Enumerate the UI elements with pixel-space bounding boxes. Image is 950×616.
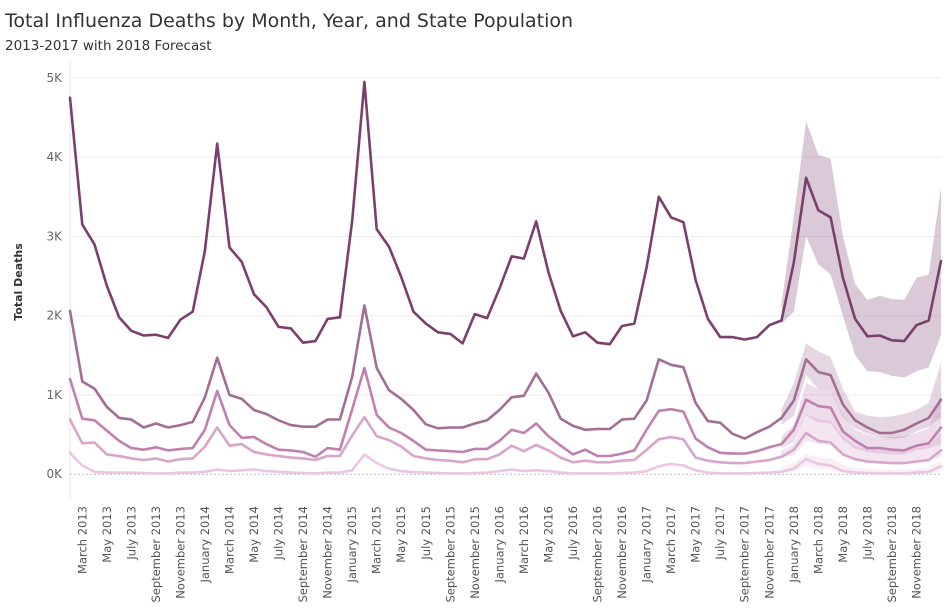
- x-tick-label: November 2015: [468, 506, 482, 599]
- x-tick-label: November 2016: [615, 506, 629, 599]
- x-tick-label: May 2015: [394, 506, 408, 563]
- x-tick-label: November 2017: [762, 506, 776, 599]
- x-tick-label: September 2016: [591, 506, 605, 603]
- y-axis-label: Total Deaths: [12, 243, 25, 321]
- x-tick-label: May 2014: [247, 506, 261, 563]
- x-tick-label: January 2014: [198, 506, 212, 584]
- x-tick-label: July 2018: [860, 506, 874, 561]
- x-tick-label: November 2013: [173, 506, 187, 599]
- x-tick-label: March 2017: [664, 506, 678, 574]
- chart-title: Total Influenza Deaths by Month, Year, a…: [5, 10, 574, 32]
- series-line-2: [68, 304, 943, 440]
- x-tick-label: January 2018: [787, 506, 801, 584]
- forecast-band-1: [781, 121, 941, 378]
- x-axis-ticks: March 2013 May 2013 July 2013 September 201…: [75, 506, 923, 603]
- y-tick-label: 4K: [46, 150, 63, 164]
- x-tick-label: January 2017: [640, 506, 654, 584]
- series-line-4: [68, 415, 943, 465]
- forecast-band-5: [781, 453, 941, 474]
- x-tick-label: September 2018: [885, 506, 899, 603]
- y-tick-label: 1K: [46, 388, 63, 402]
- y-tick-label: 0K: [46, 467, 63, 481]
- x-tick-label: July 2014: [272, 506, 286, 561]
- x-tick-label: March 2014: [223, 506, 237, 574]
- x-tick-label: March 2015: [370, 506, 384, 574]
- x-tick-label: September 2013: [149, 506, 163, 603]
- x-tick-label: May 2016: [541, 506, 555, 563]
- x-tick-label: January 2015: [345, 506, 359, 584]
- forecast-bands: [781, 121, 941, 474]
- x-tick-label: November 2014: [321, 506, 335, 599]
- x-tick-label: July 2017: [713, 506, 727, 561]
- y-tick-label: 5K: [46, 71, 63, 85]
- x-tick-label: March 2013: [75, 506, 89, 574]
- forecast-band-3: [781, 383, 941, 455]
- x-tick-label: May 2018: [836, 506, 850, 563]
- x-tick-label: November 2018: [910, 506, 924, 599]
- x-tick-label: May 2017: [689, 506, 703, 563]
- x-tick-label: September 2014: [296, 506, 310, 603]
- x-tick-label: May 2013: [100, 506, 114, 563]
- series-lines: [68, 80, 943, 475]
- chart-subtitle: 2013-2017 with 2018 Forecast: [5, 38, 212, 54]
- x-tick-label: July 2016: [566, 506, 580, 561]
- series-line-3: [68, 366, 943, 459]
- x-tick-label: March 2016: [517, 506, 531, 574]
- x-tick-label: July 2013: [124, 506, 138, 561]
- x-tick-label: January 2016: [492, 506, 506, 584]
- series-line-1: [68, 80, 943, 346]
- x-tick-label: September 2015: [443, 506, 457, 603]
- x-tick-label: September 2017: [738, 506, 752, 603]
- y-axis-ticks: 0K 1K 2K 3K 4K 5K: [46, 71, 63, 481]
- forecast-band-2: [781, 343, 941, 439]
- y-tick-label: 2K: [46, 309, 63, 323]
- x-tick-label: March 2018: [811, 506, 825, 574]
- series-line-5: [68, 451, 943, 475]
- y-tick-label: 3K: [46, 229, 63, 243]
- x-tick-label: July 2015: [419, 506, 433, 561]
